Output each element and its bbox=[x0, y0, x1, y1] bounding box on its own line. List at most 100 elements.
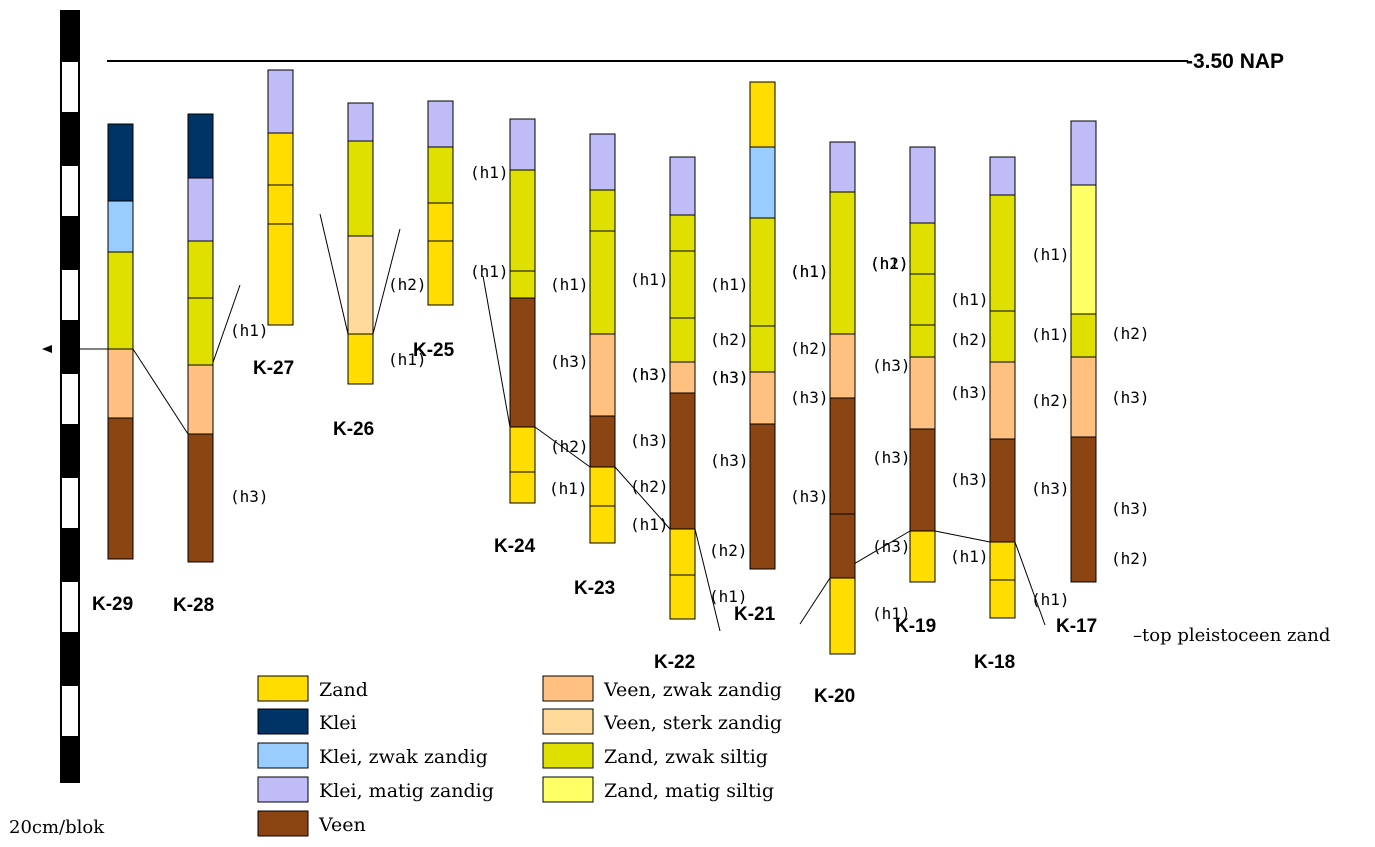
depth-scale-bar bbox=[60, 10, 80, 783]
legend-swatch bbox=[257, 742, 309, 769]
legend-swatch bbox=[257, 708, 309, 735]
correlation-line bbox=[799, 577, 831, 625]
horizon-label: (h3) bbox=[1031, 479, 1070, 498]
core-k-19: K-19 bbox=[895, 146, 936, 637]
core-layer bbox=[829, 577, 856, 655]
horizon-label: (h3) bbox=[950, 383, 989, 402]
core-k-29: K-29 bbox=[92, 123, 134, 615]
core-layer bbox=[589, 189, 616, 232]
scale-block-white bbox=[62, 582, 78, 632]
core-layer bbox=[909, 324, 936, 358]
core-k-22: K-22 bbox=[654, 156, 696, 673]
core-layer bbox=[187, 113, 214, 179]
horizon-label: (h1) bbox=[550, 275, 589, 294]
core-layer bbox=[589, 466, 616, 507]
core-layer bbox=[107, 251, 134, 350]
horizon-label: (h3) bbox=[1111, 499, 1150, 518]
scale-block-white bbox=[62, 166, 78, 216]
core-layer bbox=[669, 574, 696, 620]
horizon-label: (h1) bbox=[950, 290, 989, 309]
core-k-27: K-27 bbox=[253, 69, 294, 379]
pointer-arrow-head bbox=[42, 345, 52, 353]
horizon-label: (h1) bbox=[870, 254, 909, 273]
core-k-28: K-28 bbox=[173, 113, 214, 616]
core-layer bbox=[749, 371, 776, 425]
core-layer bbox=[749, 423, 776, 570]
core-layer bbox=[989, 361, 1016, 440]
core-label: K-17 bbox=[1056, 616, 1097, 637]
core-layer bbox=[107, 348, 134, 419]
horizon-label: (h1) bbox=[790, 262, 829, 281]
horizon-label: (h1) bbox=[790, 262, 829, 281]
core-layer bbox=[509, 118, 536, 171]
horizon-label: (h3) bbox=[790, 388, 829, 407]
core-layer bbox=[669, 156, 696, 216]
core-layer bbox=[989, 579, 1016, 619]
legend-item: Klei, matig zandig bbox=[257, 776, 494, 803]
horizon-label: (h3) bbox=[1111, 388, 1150, 407]
core-label: K-24 bbox=[494, 536, 536, 557]
core-label: K-20 bbox=[814, 686, 855, 707]
legend-item: Veen bbox=[257, 810, 366, 837]
core-layer bbox=[509, 426, 536, 473]
core-layer bbox=[669, 361, 696, 394]
legend-item: Zand, matig siltig bbox=[542, 776, 774, 803]
scale-block-white bbox=[62, 478, 78, 528]
core-layer bbox=[187, 297, 214, 366]
correlation-line bbox=[319, 213, 349, 335]
core-k-25: K-25 bbox=[413, 100, 455, 361]
legend-swatch bbox=[257, 776, 309, 803]
legend-swatch bbox=[542, 742, 594, 769]
correlation-line bbox=[482, 275, 511, 428]
core-layer bbox=[347, 235, 374, 335]
horizon-label: (h1) bbox=[950, 547, 989, 566]
horizon-label: (h1) bbox=[630, 515, 669, 534]
core-layer bbox=[267, 69, 294, 134]
core-label: K-22 bbox=[654, 652, 695, 673]
core-layer bbox=[909, 356, 936, 430]
legend-swatch bbox=[257, 675, 309, 702]
core-layer bbox=[347, 333, 374, 385]
horizon-label: (h2) bbox=[710, 330, 749, 349]
horizon-label: (h3) bbox=[630, 365, 669, 384]
core-layer bbox=[427, 100, 454, 148]
core-k-18: K-18 bbox=[974, 156, 1016, 673]
horizon-label: (h1) bbox=[230, 321, 269, 340]
core-layer bbox=[989, 438, 1016, 543]
core-columns: K-29 K-28 K-27 K-26 K-25 K-24 K-23 K-22 K-21 K-20… bbox=[92, 69, 1097, 707]
core-layer bbox=[187, 364, 214, 435]
core-layer bbox=[989, 541, 1016, 581]
core-layer bbox=[829, 141, 856, 193]
core-layer bbox=[909, 146, 936, 224]
horizon-label: (h2) bbox=[870, 254, 909, 273]
horizon-label: (h3) bbox=[950, 470, 989, 489]
core-layer bbox=[509, 270, 536, 299]
core-layer bbox=[749, 325, 776, 373]
horizon-label: (h3) bbox=[872, 537, 911, 556]
core-layer bbox=[1070, 436, 1097, 583]
core-layer bbox=[509, 297, 536, 428]
core-label: K-29 bbox=[92, 594, 133, 615]
core-layer bbox=[829, 191, 856, 335]
horizon-label: (h2) bbox=[950, 330, 989, 349]
horizon-label: (h3) bbox=[710, 368, 749, 387]
core-layer bbox=[989, 156, 1016, 196]
core-layer bbox=[347, 140, 374, 237]
core-label: K-19 bbox=[895, 616, 936, 637]
correlation-line bbox=[614, 466, 671, 530]
core-layer bbox=[107, 417, 134, 560]
core-k-21: K-21 bbox=[734, 81, 776, 625]
core-layer bbox=[267, 132, 294, 186]
legend-label: Zand, zwak siltig bbox=[604, 746, 768, 768]
horizon-label: (h3) bbox=[230, 487, 269, 506]
core-layer bbox=[909, 273, 936, 326]
horizon-label: (h3) bbox=[790, 487, 829, 506]
core-layer bbox=[347, 102, 374, 142]
core-layer bbox=[589, 415, 616, 468]
core-layer bbox=[267, 184, 294, 225]
legend-label: Klei bbox=[319, 712, 357, 734]
core-layer bbox=[829, 397, 856, 515]
core-layer bbox=[1070, 184, 1097, 315]
pleistocene-label: –top pleistoceen zand bbox=[1133, 625, 1330, 646]
